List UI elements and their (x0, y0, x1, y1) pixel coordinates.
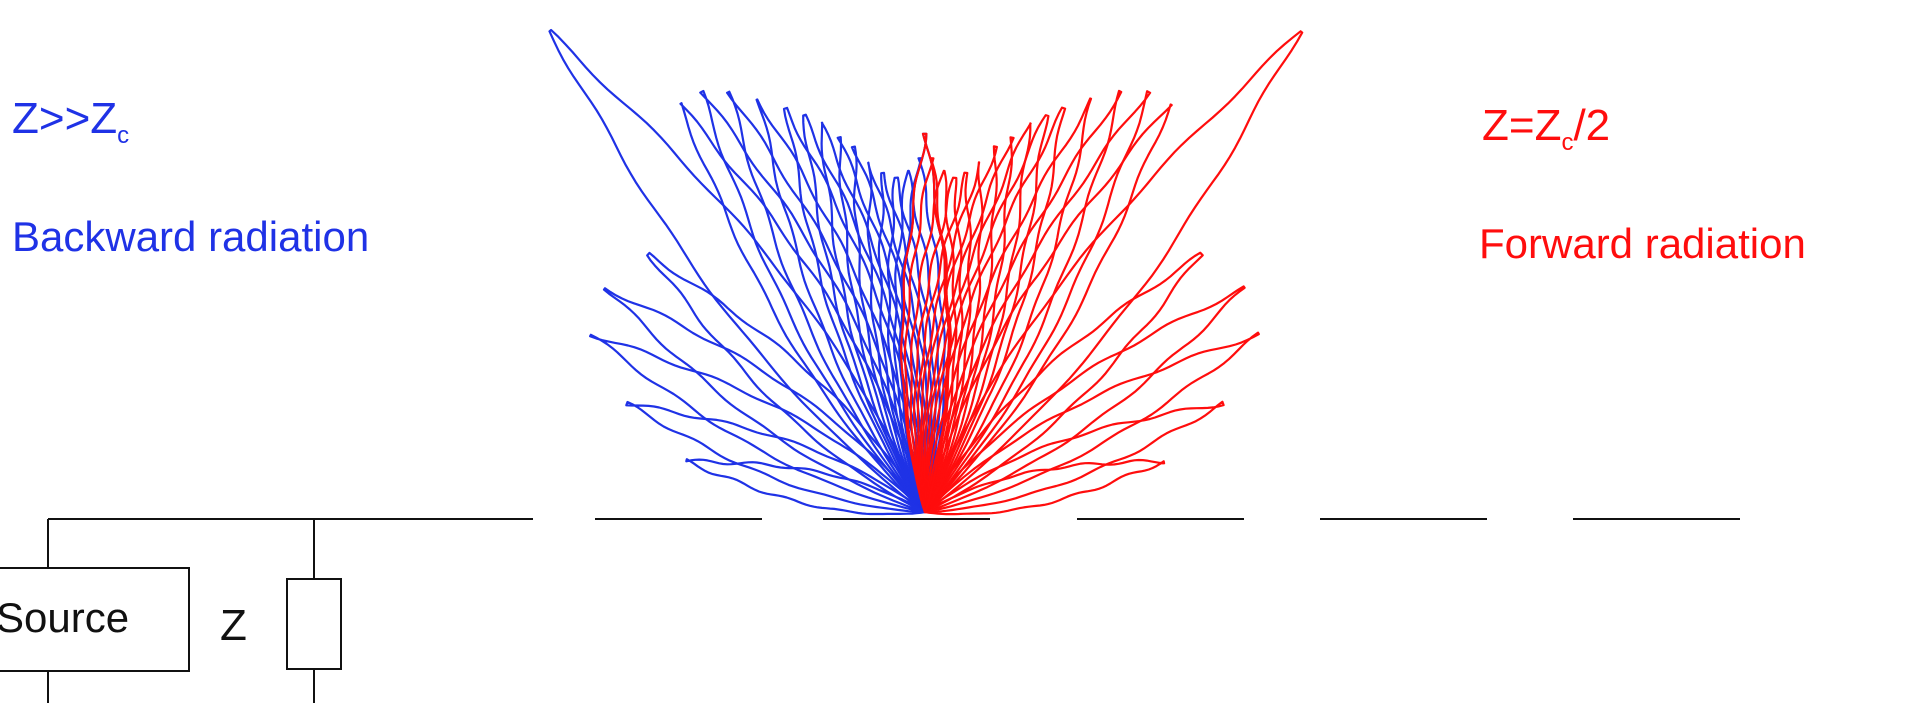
forward-lobe (919, 161, 984, 514)
backward-lobe (602, 287, 927, 514)
forward-lobe (923, 400, 1225, 514)
forward-lobe (909, 169, 958, 514)
source-label: Source (0, 594, 129, 641)
forward-lobe (923, 251, 1204, 514)
forward-radiation-caption: Forward radiation (1479, 220, 1806, 267)
forward-lobe (916, 171, 972, 514)
backward-lobe (646, 251, 927, 514)
impedance-label: Z (220, 601, 247, 650)
forward-lobe (923, 285, 1246, 514)
forward-lobe (921, 145, 998, 514)
forward-lobe (923, 122, 1032, 514)
forward-lobe (923, 331, 1260, 514)
backward-lobe (726, 90, 927, 514)
forward-lobe (923, 114, 1050, 514)
left-condition-label: Z>>Zc (12, 94, 129, 149)
source-box (0, 567, 190, 672)
forward-lobe (923, 103, 1173, 514)
forward-lobe (903, 157, 952, 514)
impedance-resistor (286, 578, 342, 670)
backward-lobe (802, 113, 927, 514)
backward-radiation-pattern (548, 28, 951, 516)
backward-lobe (625, 400, 927, 514)
forward-lobe (913, 176, 964, 514)
forward-lobe (923, 89, 1123, 514)
backward-lobe (850, 145, 929, 514)
forward-radiation-pattern (900, 30, 1304, 516)
backward-lobe (589, 333, 927, 514)
forward-lobe (922, 136, 1015, 514)
backward-lobe (892, 169, 941, 514)
backward-radiation-caption: Backward radiation (12, 213, 369, 260)
transmission-line (47, 518, 1740, 703)
right-condition-label: Z=Zc/2 (1482, 101, 1610, 156)
forward-lobe (900, 132, 951, 514)
backward-lobe (886, 176, 937, 514)
